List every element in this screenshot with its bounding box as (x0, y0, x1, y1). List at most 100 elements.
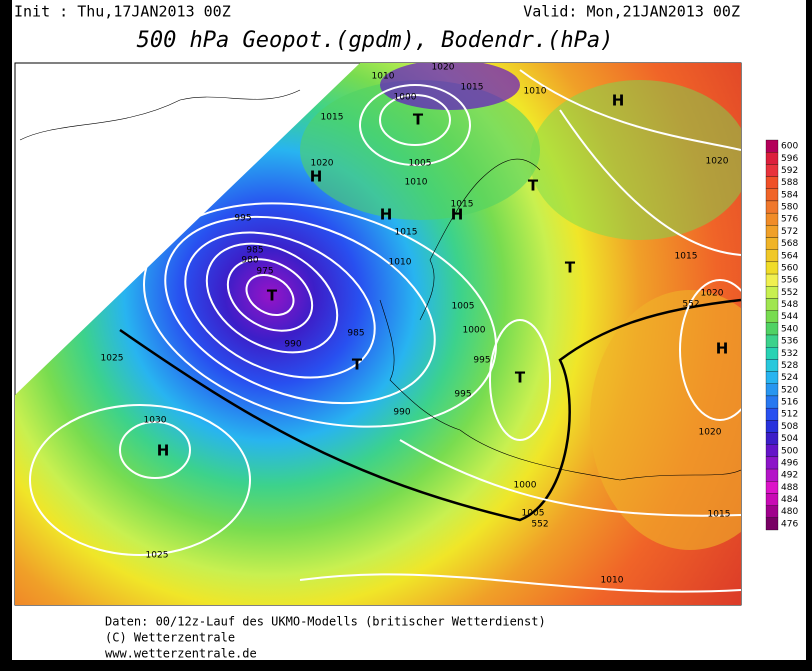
isobar-label: 975 (256, 267, 273, 277)
isobar-label: 1000 (514, 481, 537, 491)
isobar-label: 1005 (522, 509, 545, 519)
footer-line: (C) Wetterzentrale (105, 631, 235, 645)
colorbar-swatch (765, 225, 779, 238)
coastlines (19, 89, 741, 481)
colorbar-label: 592 (781, 166, 798, 176)
isobar-label: 1015 (321, 113, 344, 123)
colorbar-label: 516 (781, 398, 798, 408)
colorbar-swatch (765, 200, 779, 214)
pressure-center: T (528, 177, 539, 195)
colorbar-label: 476 (781, 519, 798, 529)
pressure-center: H (716, 340, 729, 358)
isobar-label: 1005 (409, 159, 432, 169)
colorbar-label: 560 (781, 263, 798, 273)
map (15, 63, 741, 605)
colorbar-label: 596 (781, 154, 798, 164)
isobar-label: 980 (241, 256, 258, 266)
pressure-center: T (565, 259, 576, 277)
colorbar-label: 584 (781, 190, 798, 200)
colorbar-label: 576 (781, 215, 798, 225)
colorbar-label: 564 (781, 251, 798, 261)
isobar-label: 1025 (146, 551, 169, 561)
colorbar-swatch (765, 395, 779, 409)
colorbar-swatch (765, 481, 779, 494)
footer-line: Daten: 00/12z-Lauf des UKMO-Modells (bri… (105, 615, 546, 629)
colorbar-label: 532 (781, 349, 798, 359)
isobar-label: 995 (473, 356, 490, 366)
colorbar-swatch (765, 152, 779, 165)
colorbar-swatch (765, 359, 779, 372)
footer-line: www.wetterzentrale.de (105, 647, 257, 661)
colorbar-label: 548 (781, 300, 798, 310)
colorbar-swatch (765, 493, 779, 506)
isobar-label: 1015 (461, 83, 484, 93)
init-time: Init : Thu,17JAN2013 00Z (14, 3, 231, 21)
contour-552 (119, 298, 741, 522)
isobar-label: 1010 (372, 72, 395, 82)
valid-time: Valid: Mon,21JAN2013 00Z (523, 3, 740, 21)
isobar-label: 1020 (432, 63, 455, 73)
colorbar-label: 540 (781, 324, 798, 334)
colorbar-swatch (765, 139, 779, 153)
isobar-label: 995 (234, 214, 251, 224)
colorbar-label: 568 (781, 239, 798, 249)
colorbar-swatch (765, 420, 779, 433)
isobar-label: 1025 (101, 354, 124, 364)
colorbar-label: 480 (781, 507, 798, 517)
colorbar-label: 580 (781, 203, 798, 213)
colorbar-label: 512 (781, 410, 798, 420)
colorbar-swatch (765, 383, 779, 397)
isobar-label: 985 (347, 329, 364, 339)
colorbar-swatch (765, 298, 779, 311)
colorbar-swatch (765, 334, 779, 348)
colorbar-swatch (765, 468, 779, 482)
pressure-center: H (310, 168, 323, 186)
pressure-center: T (515, 369, 526, 387)
colorbar-swatch (765, 456, 779, 470)
pressure-center: T (413, 111, 424, 129)
isobar-label: 552 (682, 300, 699, 310)
colorbar-label: 508 (781, 422, 798, 432)
isobar-label: 995 (454, 390, 471, 400)
isobar-label: 1010 (389, 258, 412, 268)
colorbar-swatch (765, 432, 779, 445)
isobars (29, 69, 741, 593)
isobar-label: 985 (246, 246, 263, 256)
pressure-center: H (157, 442, 170, 460)
colorbar-swatch (765, 347, 779, 360)
colorbar-swatch (765, 310, 779, 323)
isobar-label: 1010 (601, 576, 624, 586)
isobar-label: 1010 (524, 87, 547, 97)
colorbar-swatch (765, 249, 779, 263)
colorbar-label: 528 (781, 361, 798, 371)
colorbar-swatch (765, 261, 779, 275)
colorbar-swatch (765, 517, 779, 531)
isobar-label: 1020 (706, 157, 729, 167)
green-area (530, 80, 741, 240)
colorbar-swatch (765, 176, 779, 189)
pressure-center: H (451, 206, 464, 224)
colorbar-label: 520 (781, 385, 798, 395)
pressure-center: T (267, 287, 278, 305)
isobar-label: 1020 (311, 159, 334, 169)
colorbar-swatch (765, 371, 779, 384)
isobar-label: 1015 (675, 252, 698, 262)
colorbar-swatch (765, 407, 779, 421)
warm-area (590, 290, 741, 550)
colorbar-swatch (765, 286, 779, 299)
colorbar-label: 500 (781, 446, 798, 456)
colorbar-label: 544 (781, 312, 798, 322)
colorbar-swatch (765, 188, 779, 202)
isobar-label: 1000 (463, 326, 486, 336)
colorbar-label: 492 (781, 471, 798, 481)
colorbar-label: 536 (781, 337, 798, 347)
colorbar-label: 496 (781, 458, 798, 468)
isobar-label: 990 (393, 408, 410, 418)
isobar-label: 1015 (708, 510, 731, 520)
colorbar-label: 504 (781, 434, 798, 444)
colorbar-swatch (765, 237, 779, 250)
pressure-center: T (352, 356, 363, 374)
colorbar-swatch (765, 212, 779, 226)
colorbar-label: 600 (781, 142, 798, 152)
